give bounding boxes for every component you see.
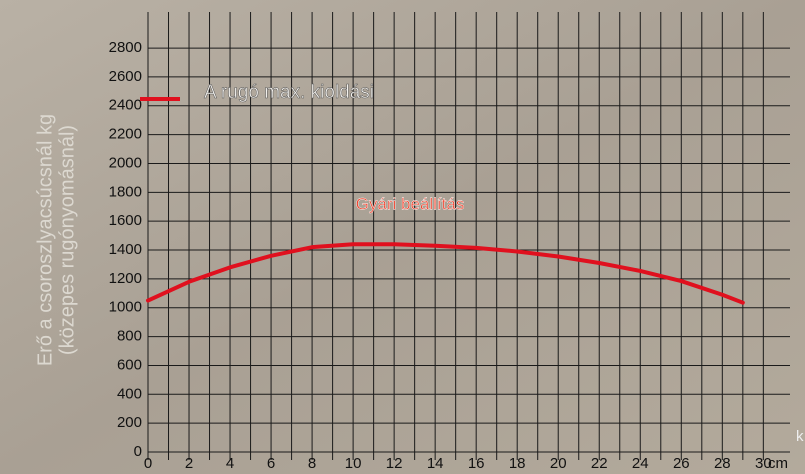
x-tick-label: 24 [632, 455, 649, 472]
x-tick-label: 26 [673, 455, 690, 472]
y-tick-label: 2200 [109, 126, 142, 143]
x-tick-label: 22 [591, 455, 608, 472]
y-tick-label: 1000 [109, 299, 142, 316]
x-tick-label: 0 [144, 455, 152, 472]
y-tick-label: 600 [117, 356, 142, 373]
x-tick-label: 16 [468, 455, 485, 472]
y-tick-label: 2800 [109, 39, 142, 56]
x-tick-label: 14 [427, 455, 444, 472]
y-tick-label: 1600 [109, 212, 142, 229]
x-tick-label: 4 [226, 455, 234, 472]
page: Erő a csoroszlyacsúcsnál kg (közepes rug… [0, 0, 805, 474]
y-tick-label: 800 [117, 328, 142, 345]
y-axis-label: Erő a csoroszlyacsúcsnál kg [34, 114, 56, 366]
y-tick-label: 1400 [109, 241, 142, 258]
y-tick-label: 2400 [109, 97, 142, 114]
annotation: Gyári beállítás [356, 194, 465, 213]
corner-text: k [796, 428, 804, 445]
x-tick-label: 6 [267, 455, 275, 472]
x-tick-label: 10 [345, 455, 362, 472]
x-tick-label: 12 [386, 455, 403, 472]
chart: Erő a csoroszlyacsúcsnál kg (közepes rug… [0, 0, 805, 474]
x-tick-label: 2 [185, 455, 193, 472]
x-tick-label: 30 [755, 455, 772, 472]
x-tick-label: 28 [714, 455, 731, 472]
y-tick-label: 2000 [109, 154, 142, 171]
x-tick-label: 18 [509, 455, 526, 472]
x-tick-label: 8 [308, 455, 316, 472]
y-tick-label: 0 [134, 443, 142, 460]
y-tick-label: 2600 [109, 68, 142, 85]
legend-label: A rugó max. kioldási [204, 82, 374, 103]
y-axis-label: (közepes rugónyomásnál) [56, 125, 78, 355]
y-tick-label: 200 [117, 414, 142, 431]
x-tick-label: 20 [550, 455, 567, 472]
y-tick-label: 1200 [109, 270, 142, 287]
y-tick-label: 400 [117, 385, 142, 402]
y-tick-label: 1800 [109, 183, 142, 200]
